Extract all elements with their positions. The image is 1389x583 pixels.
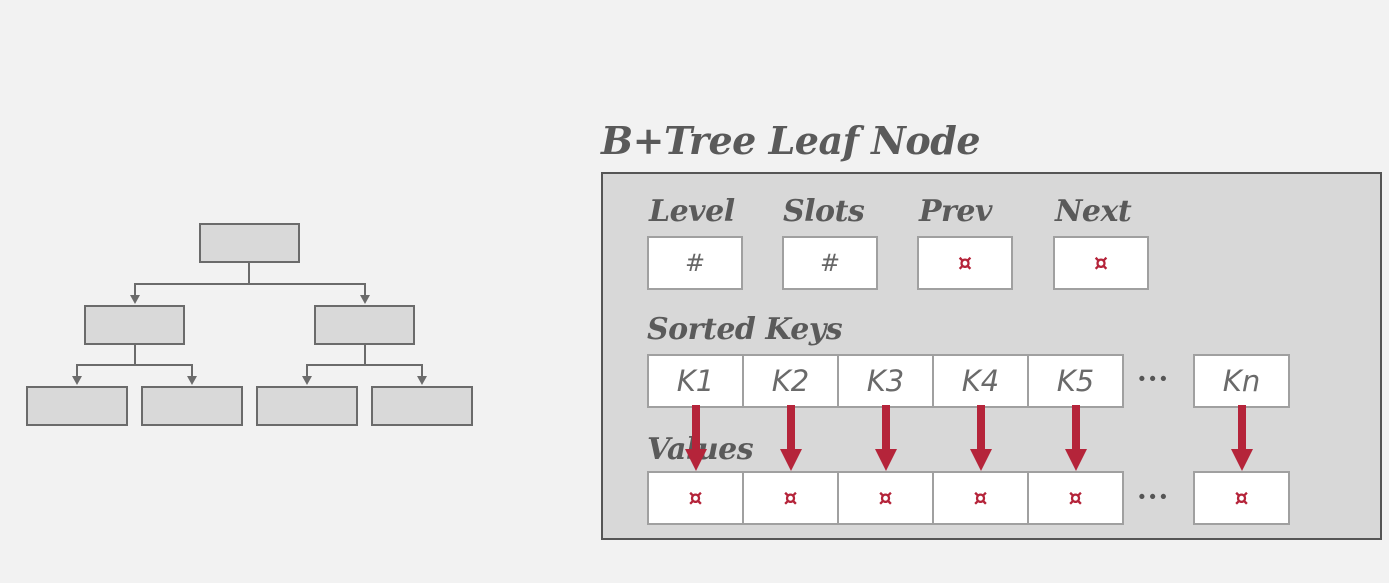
tree-edge (191, 364, 193, 376)
tree-leaf-node (371, 386, 473, 426)
level-value: # (684, 249, 706, 277)
tree-edge (134, 345, 136, 365)
tree-root-node (199, 223, 300, 263)
key-label: K4 (961, 364, 1000, 398)
tree-arrow-icon (360, 295, 370, 304)
key-cell: K2 (742, 354, 839, 408)
leaf-node-panel: Level Slots Prev Next # # ¤ ¤ Sorted Key… (601, 172, 1382, 540)
level-label: Level (649, 194, 735, 229)
key-cell: K3 (837, 354, 934, 408)
slots-field: # (782, 236, 878, 290)
tree-edge (364, 283, 366, 295)
prev-pointer-icon: ¤ (958, 250, 972, 276)
key-label: K3 (866, 364, 905, 398)
value-pointer-cell: ¤ (742, 471, 839, 525)
slots-label: Slots (783, 194, 865, 229)
key-label: Kn (1222, 364, 1261, 398)
tree-arrow-icon (130, 295, 140, 304)
keys-ellipsis: ··· (1137, 362, 1170, 395)
tree-arrow-icon (72, 376, 82, 385)
level-field: # (647, 236, 743, 290)
values-ellipsis: ··· (1137, 480, 1170, 513)
key-label: K2 (771, 364, 810, 398)
value-pointer-cell-last: ¤ (1193, 471, 1290, 525)
slots-value: # (819, 249, 841, 277)
value-pointer-cell: ¤ (837, 471, 934, 525)
value-pointer-cell: ¤ (1027, 471, 1124, 525)
tree-edge (306, 364, 308, 376)
next-pointer-icon: ¤ (1094, 250, 1108, 276)
key-cell: K5 (1027, 354, 1124, 408)
tree-edge (134, 283, 136, 295)
sorted-keys-label: Sorted Keys (647, 312, 843, 347)
tree-edge (421, 364, 423, 376)
tree-edge (306, 364, 423, 366)
key-cell: K1 (647, 354, 744, 408)
key-cell: K4 (932, 354, 1029, 408)
value-pointer-icon: ¤ (688, 485, 703, 511)
value-pointer-cell: ¤ (932, 471, 1029, 525)
prev-label: Prev (919, 194, 992, 229)
value-pointer-icon: ¤ (783, 485, 798, 511)
tree-edge (248, 263, 250, 284)
tree-leaf-node (141, 386, 243, 426)
tree-arrow-icon (187, 376, 197, 385)
tree-edge (76, 364, 78, 376)
diagram-title: B+Tree Leaf Node (601, 118, 981, 163)
value-pointer-icon: ¤ (1068, 485, 1083, 511)
tree-edge (134, 283, 366, 285)
tree-arrow-icon (302, 376, 312, 385)
prev-pointer-field: ¤ (917, 236, 1013, 290)
tree-edge (364, 345, 366, 365)
tree-leaf-node (256, 386, 358, 426)
tree-leaf-node (26, 386, 128, 426)
key-label: K1 (676, 364, 715, 398)
key-label: K5 (1056, 364, 1095, 398)
value-pointer-icon: ¤ (878, 485, 893, 511)
value-pointer-cell: ¤ (647, 471, 744, 525)
tree-edge (76, 364, 193, 366)
next-pointer-field: ¤ (1053, 236, 1149, 290)
next-label: Next (1055, 194, 1132, 229)
tree-inner-node (84, 305, 185, 345)
key-cell-last: Kn (1193, 354, 1290, 408)
tree-arrow-icon (417, 376, 427, 385)
value-pointer-icon: ¤ (973, 485, 988, 511)
value-pointer-icon: ¤ (1234, 485, 1249, 511)
tree-inner-node (314, 305, 415, 345)
